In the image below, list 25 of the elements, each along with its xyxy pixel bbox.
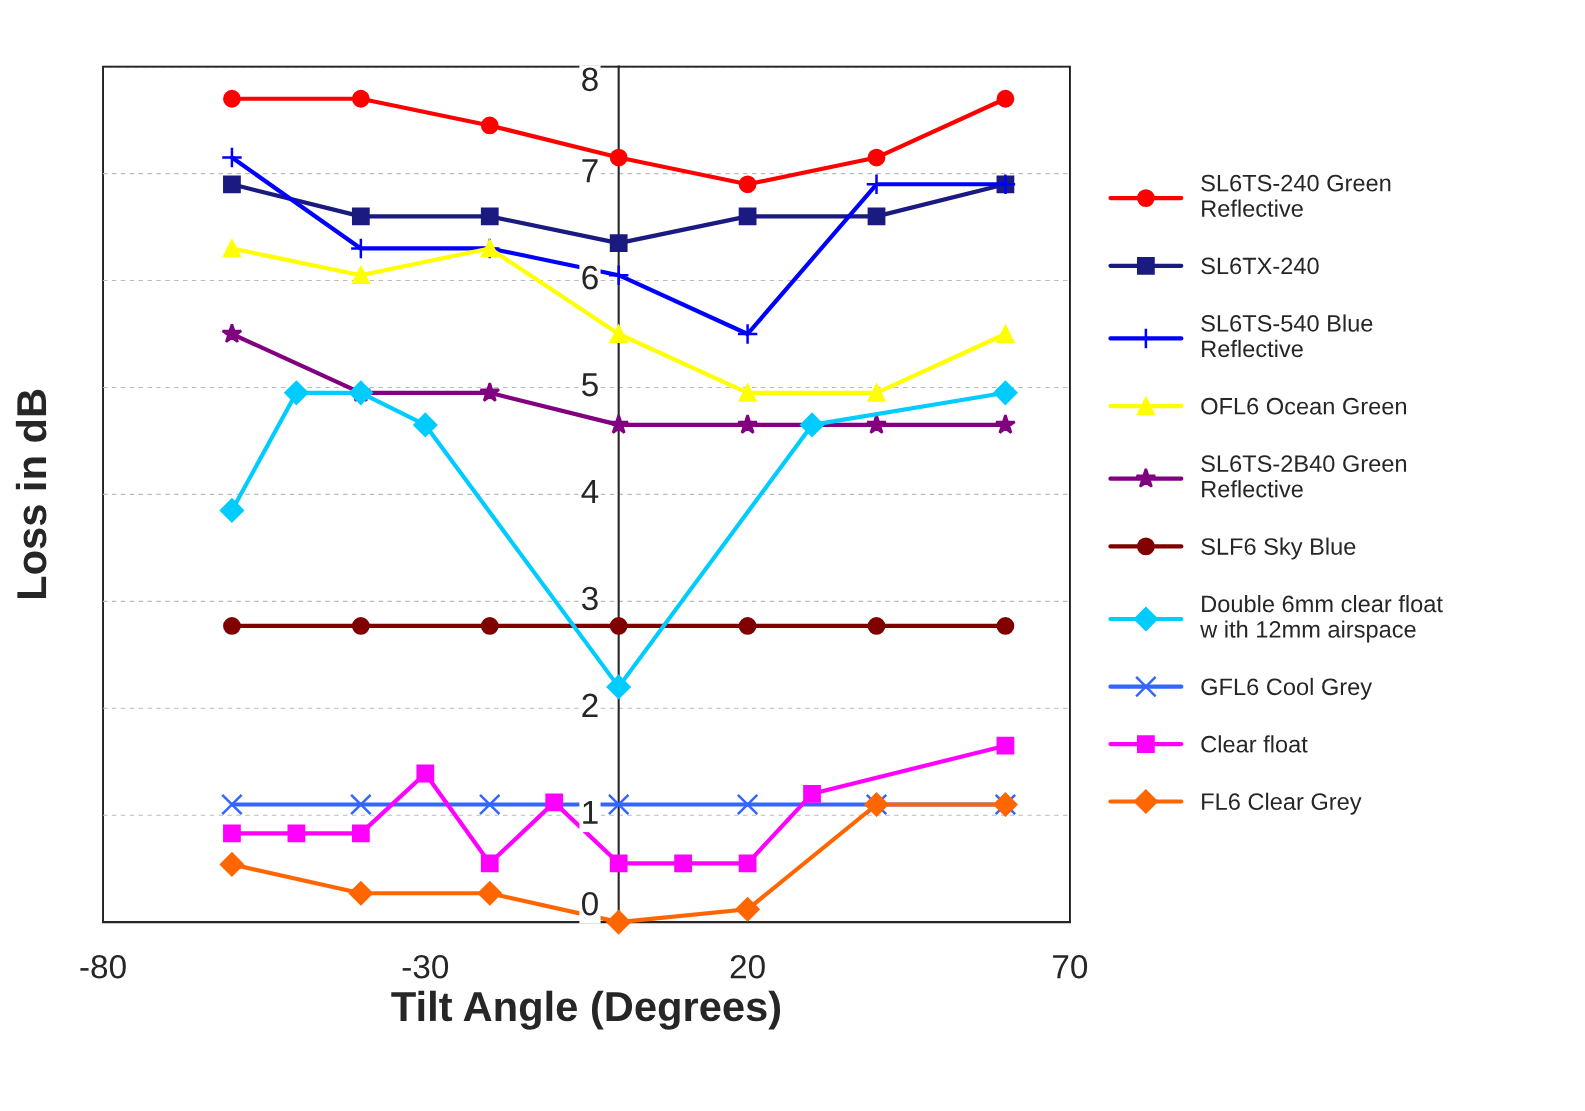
legend-label: Double 6mm clear float w ith 12mm airspace	[1200, 594, 1443, 643]
legend-label: SL6TS-540 Blue Reflective	[1201, 314, 1373, 358]
legend-label: SL6TS-2B40 Green Reflective	[1201, 455, 1407, 498]
y-axis-title: Loss in dB	[15, 389, 47, 599]
legend-label: SL6TS-240 Green Reflective	[1201, 174, 1391, 217]
legend-label: GFL6 Cool Grey	[1201, 677, 1373, 700]
legend-label: Clear float	[1201, 735, 1308, 753]
y-tick-label: 6	[582, 265, 598, 290]
y-tick-label: 4	[581, 480, 599, 504]
y-tick-label: 8	[582, 67, 598, 92]
y-tick-label: 3	[581, 586, 598, 611]
x-tick-label: 20	[730, 954, 765, 979]
x-tick-label: 70	[1053, 954, 1088, 979]
legend-label: SLF6 Sky Blue	[1201, 537, 1356, 560]
y-tick-label: 2	[582, 693, 598, 717]
x-axis-title: Tilt Angle (Degrees)	[391, 990, 781, 1030]
x-tick-label: -80	[80, 954, 126, 979]
legend-label: FL6 Clear Grey	[1202, 792, 1362, 815]
y-tick-label: 5	[582, 373, 598, 397]
legend-label: SL6TX-240	[1201, 257, 1319, 275]
x-tick-label: -30	[402, 954, 449, 979]
y-tick-label: 0	[582, 891, 598, 916]
y-tick-label: 7	[582, 159, 598, 183]
y-tick-label: 1	[583, 800, 598, 824]
legend-label: OFL6 Ocean Green	[1201, 397, 1407, 415]
